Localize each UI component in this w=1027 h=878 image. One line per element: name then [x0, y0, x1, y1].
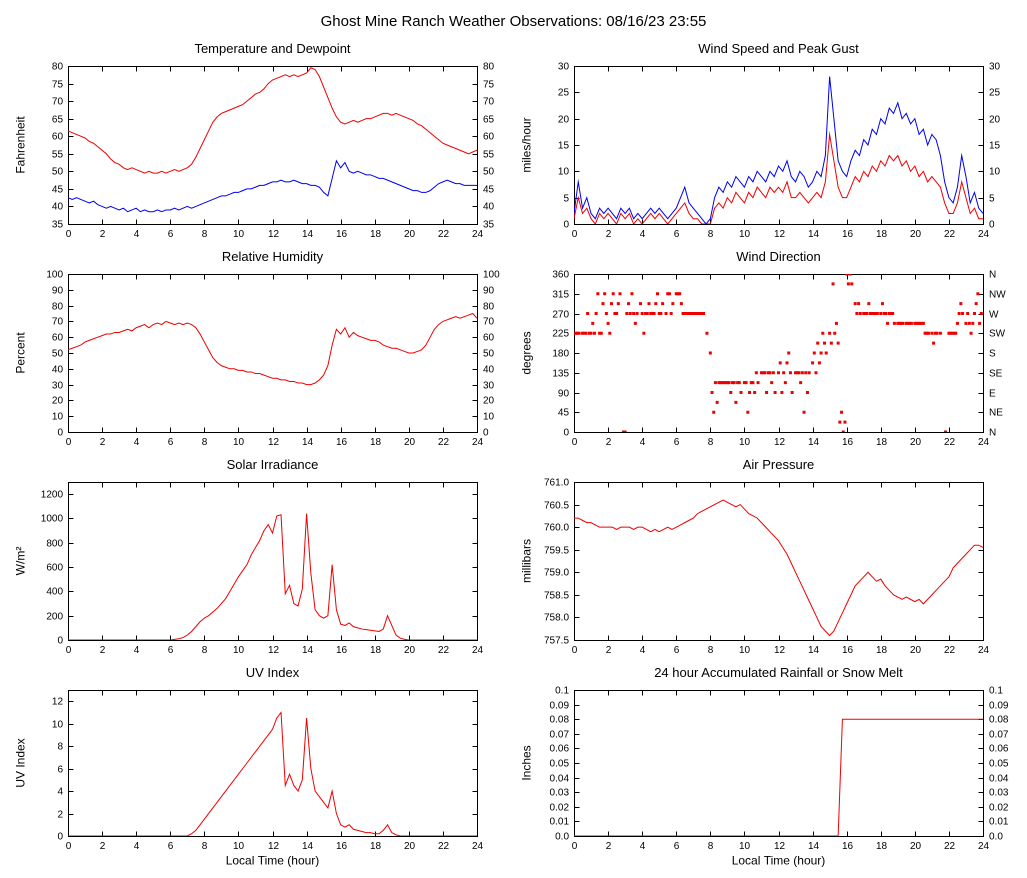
chart-title-relative-humidity: Relative Humidity — [221, 249, 324, 264]
chart-title-wind-speed-gust: Wind Speed and Peak Gust — [698, 41, 859, 56]
chart-solar-irradiance: Solar Irradiance — [8, 456, 513, 664]
chart-relative-humidity: Relative Humidity — [8, 248, 513, 456]
page-title: Ghost Mine Ranch Weather Observations: 0… — [320, 13, 707, 30]
chart-title-solar-irradiance: Solar Irradiance — [226, 457, 319, 472]
chart-temperature-dewpoint: Temperature and Dewpoint — [8, 40, 513, 248]
chart-wind-direction: Wind Direction — [514, 248, 1019, 456]
chart-title-air-pressure: Air Pressure — [742, 457, 815, 472]
wind-direction-canvas — [514, 266, 1019, 456]
chart-uv-index: UV Index — [8, 664, 513, 872]
uv-index-canvas — [8, 682, 513, 872]
chart-title-wind-direction: Wind Direction — [736, 249, 821, 264]
air-pressure-canvas — [514, 474, 1019, 664]
temperature-dewpoint-canvas — [8, 58, 513, 248]
wind-speed-gust-canvas — [514, 58, 1019, 248]
chart-wind-speed-gust: Wind Speed and Peak Gust — [514, 40, 1019, 248]
solar-irradiance-canvas — [8, 474, 513, 664]
charts-grid: Temperature and Dewpoint Wind Speed and … — [8, 40, 1019, 872]
chart-air-pressure: Air Pressure — [514, 456, 1019, 664]
rainfall-canvas — [514, 682, 1019, 872]
chart-title-rainfall: 24 hour Accumulated Rainfall or Snow Mel… — [654, 665, 903, 680]
chart-title-temperature-dewpoint: Temperature and Dewpoint — [194, 41, 351, 56]
relative-humidity-canvas — [8, 266, 513, 456]
chart-rainfall: 24 hour Accumulated Rainfall or Snow Mel… — [514, 664, 1019, 872]
chart-title-uv-index: UV Index — [245, 665, 300, 680]
